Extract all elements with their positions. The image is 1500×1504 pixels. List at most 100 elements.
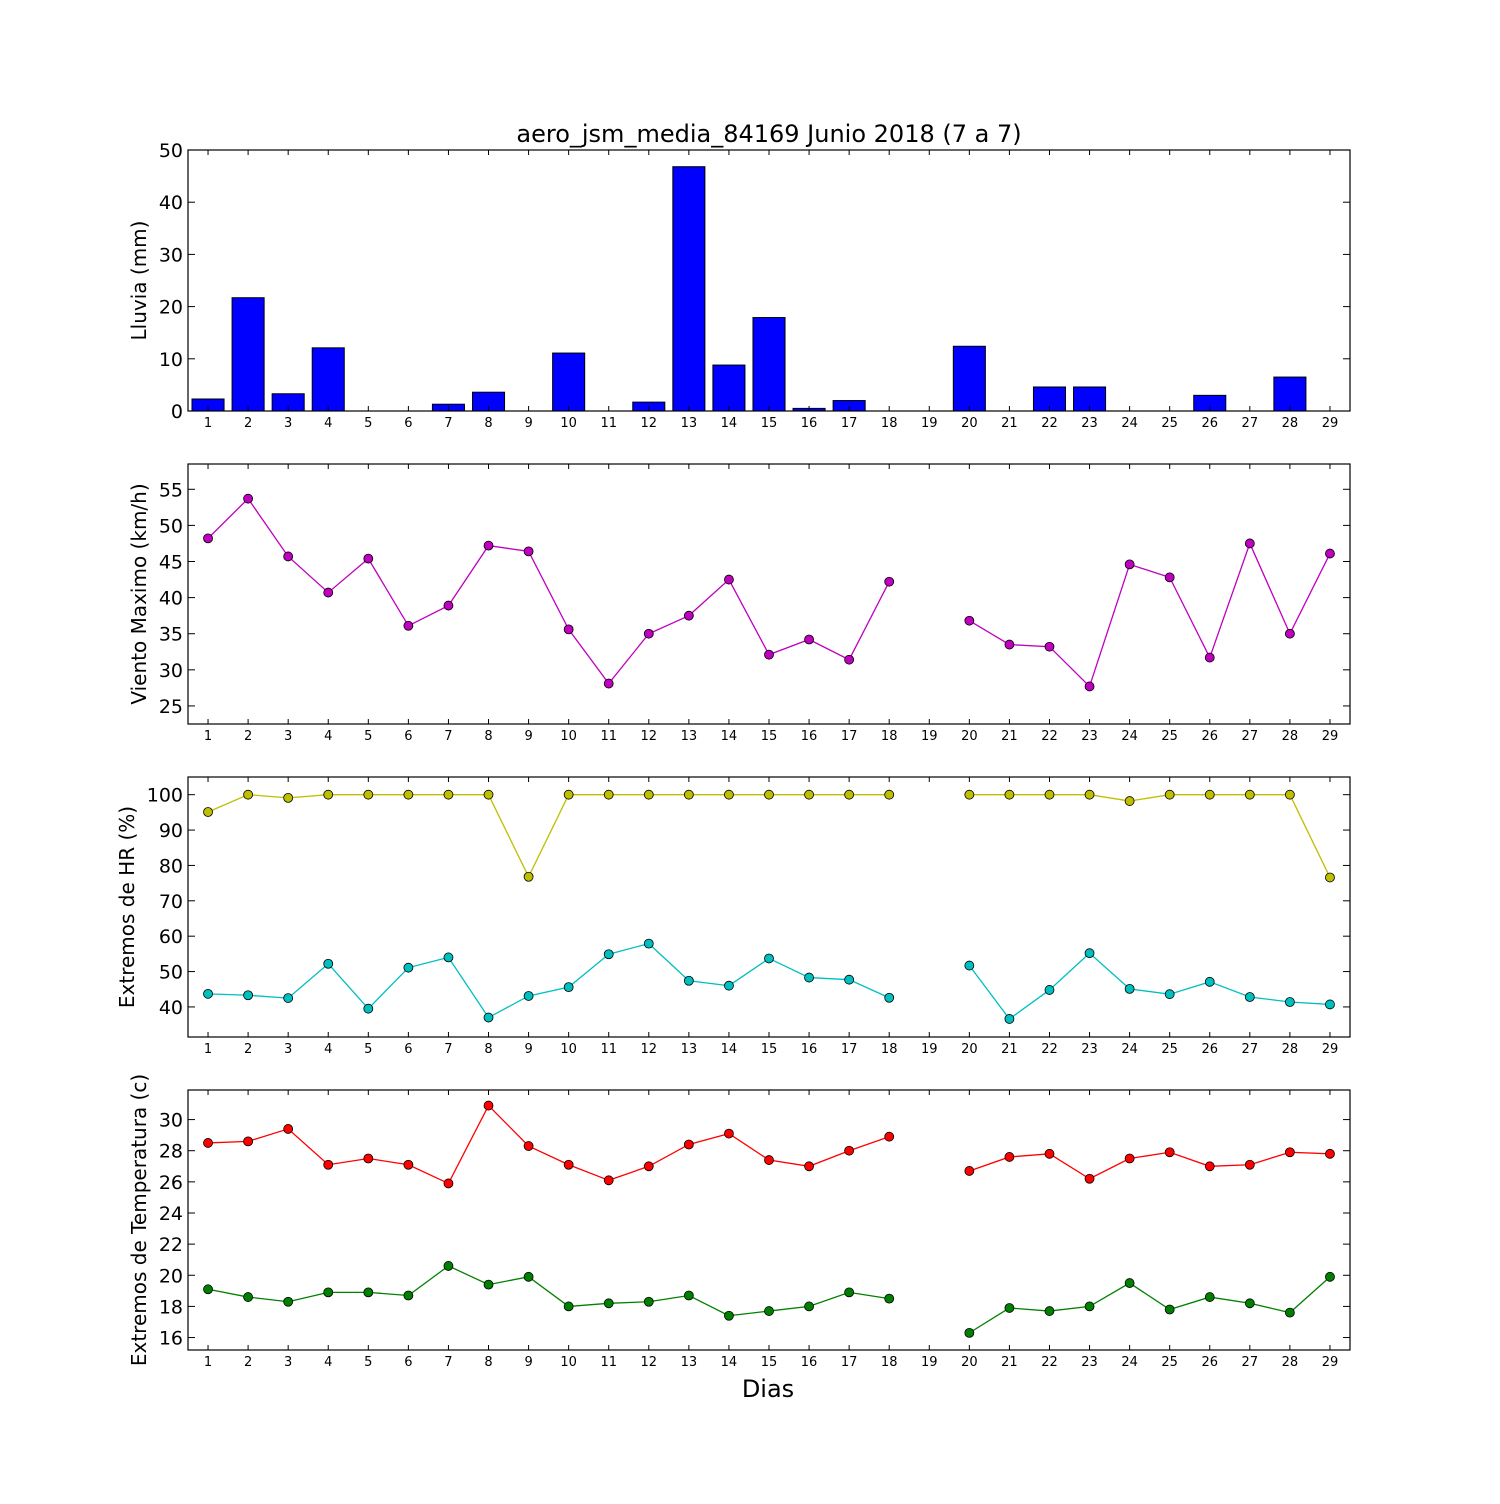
series-1-point-day-6 — [403, 1159, 414, 1170]
series-1-point-day-28 — [1284, 628, 1295, 639]
x-tick-label: 14 — [721, 729, 738, 744]
x-tick-label: 9 — [524, 416, 532, 431]
x-tick-label: 16 — [801, 1355, 818, 1370]
series-2-point-day-5 — [363, 1003, 374, 1014]
y-tick-label: 80 — [159, 855, 183, 877]
series-2-point-day-3 — [283, 1296, 294, 1307]
x-tick-label: 1 — [204, 729, 212, 744]
series-2-point-day-1 — [203, 988, 213, 999]
series-2-point-day-20 — [964, 960, 975, 971]
x-tick-label: 24 — [1121, 416, 1138, 431]
x-tick-label: 25 — [1161, 729, 1178, 744]
series-2-point-day-11 — [603, 1298, 614, 1309]
series-1-point-day-29 — [1325, 1148, 1335, 1159]
x-tick-label: 10 — [560, 1355, 577, 1370]
y-tick-label: 30 — [159, 1110, 183, 1132]
y-tick-label: 40 — [159, 997, 183, 1019]
x-tick-label: 22 — [1041, 1355, 1058, 1370]
series-2-point-day-7 — [443, 952, 454, 963]
series-2-point-day-10 — [563, 982, 574, 993]
y-tick-label: 16 — [159, 1328, 183, 1350]
y-tick-label: 90 — [159, 820, 183, 842]
x-tick-label: 14 — [721, 1355, 738, 1370]
series-2-point-day-10 — [563, 1301, 574, 1312]
x-tick-label: 17 — [841, 729, 858, 744]
series-1-point-day-15 — [764, 649, 774, 660]
x-tick-label: 21 — [1001, 1355, 1018, 1370]
y-tick-label: 25 — [159, 696, 183, 718]
x-tick-label: 7 — [444, 729, 452, 744]
series-2-point-day-23 — [1084, 948, 1095, 959]
series-1-point-day-16 — [804, 789, 814, 800]
series-1-point-day-25 — [1164, 1147, 1175, 1158]
series-1-point-day-23 — [1084, 1173, 1095, 1184]
chart-title: aero_jsm_media_84169 Junio 2018 (7 a 7) — [516, 120, 1021, 148]
y-tick-label: 100 — [147, 785, 183, 807]
series-2-point-day-21 — [1004, 1014, 1015, 1024]
x-tick-label: 16 — [801, 729, 818, 744]
series-1-point-day-23 — [1084, 681, 1095, 692]
plot-frame — [187, 776, 1351, 1038]
series-1-point-day-24 — [1124, 796, 1135, 806]
series-1-point-day-1 — [203, 533, 213, 544]
series-1-point-day-16 — [804, 634, 814, 645]
panel-2: 1 2 3 4 5 6 7 8 9 10 11 12 13 14 15 16 17 18 19 20 21 22 23 24 2… — [127, 463, 1351, 744]
y-axis-label: Viento Maximo (km/h) — [127, 483, 151, 704]
series-1-point-day-4 — [323, 1159, 334, 1170]
series-1-point-day-16 — [804, 1161, 814, 1172]
x-tick-label: 21 — [1001, 729, 1018, 744]
series-2-point-day-16 — [804, 972, 814, 983]
x-tick-label: 11 — [600, 729, 617, 744]
x-tick-label: 22 — [1041, 729, 1058, 744]
series-1-point-day-14 — [724, 1128, 734, 1139]
x-tick-label: 17 — [841, 416, 858, 431]
x-tick-label: 18 — [881, 1355, 898, 1370]
series-2-point-day-9 — [523, 1271, 534, 1282]
series-1-point-day-25 — [1164, 789, 1175, 800]
x-tick-label: 10 — [560, 729, 577, 744]
x-tick-label: 24 — [1121, 1042, 1138, 1057]
series-1-point-day-29 — [1325, 548, 1335, 559]
series-1-point-day-7 — [443, 600, 454, 611]
series-1-point-day-10 — [563, 624, 574, 635]
series-1-point-day-25 — [1164, 572, 1175, 583]
x-tick-label: 4 — [324, 416, 332, 431]
x-tick-label: 26 — [1201, 729, 1218, 744]
x-tick-label: 9 — [524, 1355, 532, 1370]
x-tick-label: 22 — [1041, 416, 1058, 431]
series-2-point-day-26 — [1204, 1292, 1215, 1302]
y-tick-label: 18 — [159, 1296, 183, 1318]
series-1-point-day-2 — [243, 1136, 254, 1147]
x-tick-label: 20 — [961, 729, 978, 744]
series-1-point-day-14 — [724, 574, 734, 585]
x-tick-label: 7 — [444, 1355, 452, 1370]
series-1-point-day-15 — [764, 789, 774, 800]
x-tick-label: 9 — [524, 729, 532, 744]
x-tick-label: 13 — [681, 416, 698, 431]
series-1-point-day-29 — [1325, 872, 1335, 883]
series-2-point-day-22 — [1044, 985, 1055, 995]
series-2-point-day-27 — [1244, 1298, 1255, 1309]
bar-day-4 — [311, 347, 345, 412]
x-tick-label: 8 — [484, 729, 492, 744]
y-tick-label: 0 — [171, 401, 183, 423]
x-tick-label: 8 — [484, 1042, 492, 1057]
x-tick-label: 23 — [1081, 1355, 1098, 1370]
series-1-point-day-21 — [1004, 1152, 1015, 1162]
series-1-point-day-1 — [203, 1138, 213, 1148]
series-2-point-day-18 — [884, 992, 895, 1003]
series-2-point-day-18 — [884, 1293, 895, 1304]
panel-4: 1 2 3 4 5 6 7 8 9 10 11 12 13 14 15 16 17 18 19 20 21 22 23 24 2… — [127, 1074, 1351, 1370]
x-tick-label: 3 — [284, 1042, 292, 1057]
x-tick-label: 19 — [921, 729, 938, 744]
series-2-point-day-25 — [1164, 1304, 1175, 1315]
bar-day-15 — [752, 317, 786, 412]
x-tick-label: 23 — [1081, 1042, 1098, 1057]
series-1-line — [207, 794, 1331, 879]
series-2-point-day-26 — [1204, 976, 1215, 987]
y-axis-label: Extremos de HR (%) — [115, 806, 139, 1008]
y-tick-label: 40 — [159, 588, 183, 610]
chart-panels: 1 2 3 4 5 6 7 8 9 10 11 12 13 14 15 16 17 18 19 20 21 22 23 24 2… — [115, 140, 1351, 1370]
